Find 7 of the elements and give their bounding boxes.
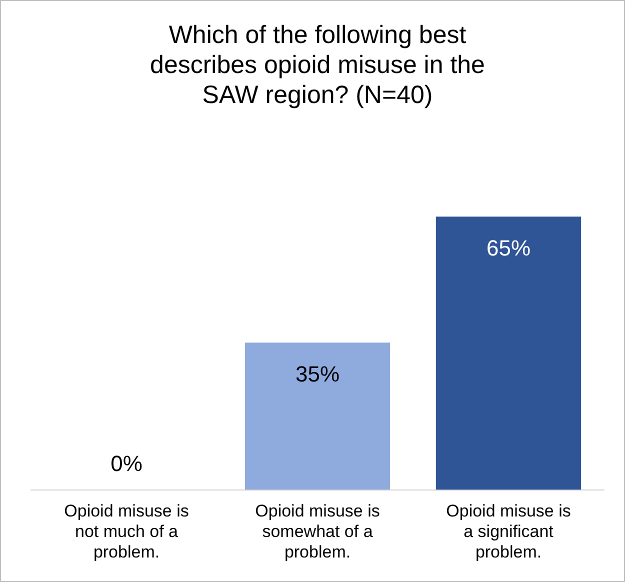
- x-tick-label: Opioid misuse is a significant problem.: [446, 502, 571, 562]
- x-tick-label: Opioid misuse is not much of a problem.: [64, 502, 189, 562]
- data-label: 35%: [295, 362, 340, 387]
- data-label: 0%: [110, 450, 142, 476]
- chart-title: Which of the following best describes opioid misuse in the SAW region? (N=40): [150, 20, 485, 109]
- x-tick-label: Opioid misuse is somewhat of a problem.: [255, 502, 380, 562]
- data-label: 65%: [486, 236, 531, 261]
